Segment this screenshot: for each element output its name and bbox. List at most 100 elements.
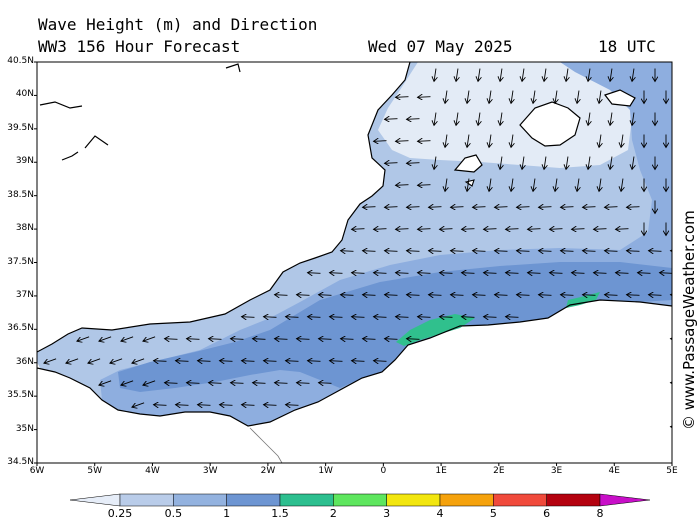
wave-direction-arrow-icon	[209, 339, 222, 340]
latitude-label: 35.5N	[7, 390, 34, 401]
wave-direction-arrow-icon	[220, 405, 233, 406]
wave-direction-arrow-icon	[451, 295, 464, 296]
wave-direction-arrow-icon	[539, 295, 552, 296]
wave-direction-arrow-icon	[407, 339, 420, 340]
latitude-label: 38.5N	[7, 189, 34, 200]
wave-direction-arrow-icon	[627, 295, 640, 296]
wave-direction-arrow-icon	[319, 339, 332, 340]
very-rough-sea-patch	[396, 314, 475, 346]
wave-direction-arrow-icon	[286, 317, 299, 318]
wave-direction-arrow-icon	[154, 405, 167, 406]
longitude-label: 3W	[202, 466, 218, 476]
latitude-label: 36.5N	[7, 323, 34, 334]
wave-direction-arrow-icon	[319, 295, 332, 296]
wave-direction-arrow-icon	[489, 90, 491, 104]
wave-direction-arrow-icon	[418, 273, 431, 274]
wave-direction-arrow-icon	[242, 361, 255, 362]
map-title: Wave Height (m) and Direction	[38, 15, 318, 34]
wave-direction-arrow-icon	[605, 295, 618, 296]
latitude-label: 34.5N	[7, 457, 34, 467]
wave-direction-arrow-icon	[407, 251, 420, 252]
wave-direction-arrow-icon	[385, 119, 398, 120]
wave-direction-arrow-icon	[583, 207, 596, 208]
wave-direction-arrow-icon	[610, 112, 612, 126]
wave-direction-arrow-icon	[478, 112, 480, 126]
wave-direction-arrow-icon	[363, 295, 376, 296]
legend-swatch	[493, 493, 547, 507]
wave-direction-arrow-icon	[550, 229, 563, 230]
wave-direction-arrow-icon	[341, 251, 354, 252]
wave-direction-arrow-icon	[462, 273, 475, 274]
wave-direction-arrow-icon	[506, 229, 519, 230]
wave-direction-arrow-icon	[649, 251, 662, 252]
wave-direction-arrow-icon	[396, 317, 409, 318]
wave-direction-arrow-icon	[544, 68, 546, 82]
legend-swatch-max	[599, 493, 651, 507]
wave-direction-arrow-icon	[577, 90, 579, 104]
wave-direction-arrow-icon	[341, 339, 354, 340]
wave-direction-arrow-icon	[286, 361, 299, 362]
wave-direction-arrow-icon	[522, 68, 524, 82]
latitude-label: 35N	[15, 423, 34, 434]
wave-direction-arrow-icon	[511, 178, 513, 192]
wave-direction-arrow-icon	[352, 361, 365, 362]
wave-direction-arrow-icon	[445, 90, 447, 104]
wave-direction-arrow-icon	[187, 383, 200, 384]
forecast-model: WW3 156 Hour Forecast	[38, 37, 241, 56]
wave-direction-arrow-icon	[478, 68, 480, 82]
axis-ticks	[34, 61, 673, 466]
legend-swatch	[226, 493, 281, 507]
wave-direction-arrow-icon	[352, 229, 365, 230]
wave-direction-arrow-icon	[594, 229, 607, 230]
legend-swatch	[439, 493, 494, 507]
wave-direction-arrow-icon	[572, 229, 585, 230]
legend-swatch	[333, 493, 387, 507]
longitude-label: 3E	[550, 466, 563, 476]
wave-direction-arrow-icon	[264, 405, 277, 406]
wave-direction-arrow-icon	[539, 207, 552, 208]
wave-direction-arrow-icon	[533, 178, 535, 192]
wave-direction-arrow-icon	[143, 336, 156, 341]
wave-direction-arrow-icon	[599, 178, 601, 192]
rough-sea-band	[118, 262, 672, 392]
wave-direction-arrow-icon	[484, 229, 497, 230]
wave-direction-arrow-icon	[66, 358, 79, 363]
wave-direction-arrow-icon	[583, 251, 596, 252]
wave-direction-arrow-icon	[517, 207, 530, 208]
wave-direction-arrow-icon	[319, 383, 332, 384]
wave-direction-arrow-icon	[484, 317, 497, 318]
legend-swatch	[119, 493, 174, 507]
wave-direction-arrow-icon	[220, 361, 233, 362]
wave-direction-arrow-icon	[363, 207, 376, 208]
longitude-label: 4W	[145, 466, 160, 476]
mallorca-island	[519, 101, 581, 147]
wave-direction-arrow-icon	[418, 229, 431, 230]
wave-direction-arrow-icon	[599, 90, 601, 104]
legend-label: 5	[489, 507, 497, 520]
calm-sea-zone	[378, 62, 632, 168]
wave-direction-arrow-icon	[451, 251, 464, 252]
wave-direction-arrow-icon	[511, 134, 513, 148]
wave-direction-arrow-icon	[456, 68, 458, 82]
legend-label: 3	[383, 507, 391, 520]
wave-direction-arrow-icon	[500, 112, 502, 126]
wave-direction-arrow-icon	[330, 317, 343, 318]
wave-direction-arrow-icon	[462, 317, 475, 318]
longitude-label: 2W	[260, 466, 276, 476]
wave-direction-arrows	[44, 68, 672, 428]
wave-direction-arrow-icon	[566, 68, 568, 82]
wave-direction-arrow-icon	[539, 251, 552, 252]
wave-direction-arrow-icon	[561, 295, 574, 296]
wave-direction-arrow-icon	[489, 134, 491, 148]
wave-direction-arrow-icon	[396, 229, 409, 230]
wave-direction-arrow-icon	[638, 273, 651, 274]
wave-direction-arrow-icon	[385, 339, 398, 340]
ibiza-island	[453, 154, 483, 173]
wave-direction-arrow-icon	[434, 112, 436, 126]
latitude-label: 40.5N	[7, 56, 34, 66]
wave-direction-arrow-icon	[352, 317, 365, 318]
wave-direction-arrow-icon	[165, 339, 178, 340]
wave-direction-arrow-icon	[616, 229, 629, 230]
longitude-label: 1E	[435, 466, 447, 476]
wave-direction-arrow-icon	[561, 207, 574, 208]
